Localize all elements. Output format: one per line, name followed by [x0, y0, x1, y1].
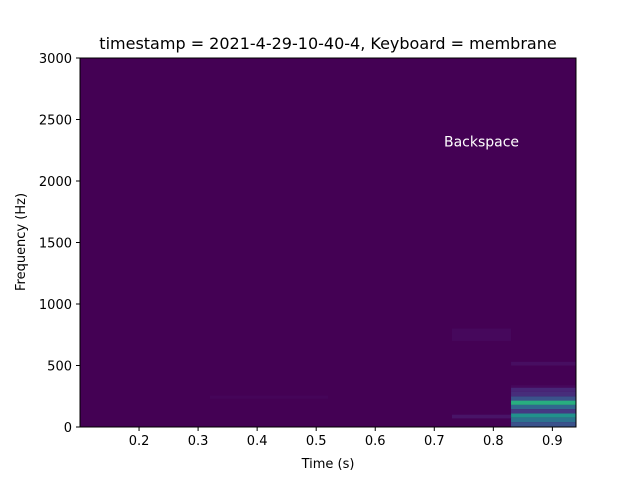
- spectrogram-bin: [511, 361, 576, 366]
- x-tick-label: 0.5: [306, 434, 327, 449]
- x-tick-label: 0.7: [424, 434, 445, 449]
- chart-title: timestamp = 2021-4-29-10-40-4, Keyboard …: [99, 34, 556, 53]
- spectrogram-bin: [511, 400, 576, 405]
- spectrogram-bin: [511, 409, 576, 414]
- x-axis: 0.2 0.3 0.4 0.5 0.6 0.7 0.8 0.9: [129, 427, 563, 449]
- spectrogram-bin: [452, 414, 512, 419]
- x-tick-label: 0.4: [247, 434, 268, 449]
- spectrogram-bin: [452, 328, 512, 341]
- spectrogram-bin: [511, 404, 576, 410]
- spectrogram-bin: [511, 396, 576, 401]
- plot-area: Backspace: [80, 58, 576, 427]
- y-tick-label: 500: [47, 360, 72, 375]
- y-tick-label: 1500: [39, 237, 72, 252]
- spectrogram-bin: [511, 422, 576, 427]
- x-tick-label: 0.6: [365, 434, 386, 449]
- spectrogram-bin: [511, 417, 576, 423]
- y-tick-label: 3000: [39, 52, 72, 67]
- spectrogram-bin: [511, 387, 576, 392]
- spectrogram-bin: [511, 413, 576, 418]
- y-axis-label: Frequency (Hz): [14, 193, 29, 291]
- y-axis: 0 500 1000 1500 2000 2500 3000: [39, 52, 80, 436]
- y-tick-label: 1000: [39, 298, 72, 313]
- x-axis-label: Time (s): [301, 457, 355, 472]
- spectrogram-bin: [511, 391, 576, 397]
- y-tick-label: 2000: [39, 175, 72, 190]
- x-tick-label: 0.9: [542, 434, 563, 449]
- y-tick-label: 2500: [39, 114, 72, 129]
- spectrogram-bin: [209, 395, 328, 399]
- x-tick-label: 0.3: [188, 434, 209, 449]
- x-tick-label: 0.2: [129, 434, 150, 449]
- spectrogram-background: [80, 58, 576, 427]
- y-tick-label: 0: [64, 421, 72, 436]
- x-tick-label: 0.8: [483, 434, 504, 449]
- spectrogram-bin: [511, 385, 576, 388]
- backspace-annotation: Backspace: [444, 135, 519, 151]
